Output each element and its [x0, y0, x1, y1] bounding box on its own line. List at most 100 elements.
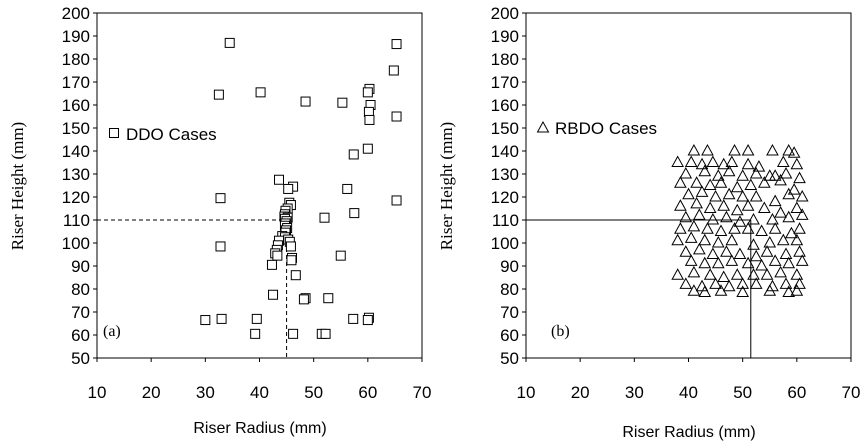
- data-point-triangle: [684, 155, 698, 167]
- y-tick-label: 80: [71, 280, 90, 299]
- data-point-triangle: [720, 245, 733, 257]
- data-point-triangle: [714, 176, 728, 188]
- data-point-triangle: [768, 194, 782, 207]
- y-tick-label: 170: [62, 73, 90, 92]
- data-point-triangle: [741, 143, 755, 156]
- panel-b-y-axis-title: Riser Height (mm): [437, 122, 456, 250]
- panel-b-legend-triangle-marker: [536, 120, 550, 133]
- data-point-triangle: [782, 143, 796, 156]
- data-point-triangle: [793, 222, 806, 234]
- data-point-triangle: [779, 166, 793, 179]
- data-point-triangle: [684, 231, 698, 243]
- data-point-triangle: [790, 157, 804, 170]
- data-point-square: [335, 250, 346, 261]
- data-point-square: [285, 241, 296, 252]
- y-tick-label: 130: [491, 165, 519, 184]
- data-point-square: [274, 174, 284, 185]
- data-point-triangle: [787, 146, 801, 158]
- x-tick-label: 60: [358, 383, 377, 402]
- y-tick-label: 60: [500, 326, 519, 345]
- data-point-triangle: [795, 189, 809, 202]
- data-point-triangle: [714, 284, 728, 296]
- data-point-square: [364, 114, 375, 125]
- data-point-triangle: [717, 199, 731, 211]
- data-point-triangle: [782, 285, 796, 297]
- y-tick-label: 150: [491, 119, 519, 138]
- data-point-triangle: [687, 284, 701, 296]
- data-point-square: [215, 193, 226, 204]
- data-point-square: [266, 259, 277, 270]
- data-point-triangle: [730, 180, 744, 193]
- panel-a-x-tick-labels: 10 20 30 40 50 60 70: [88, 383, 432, 402]
- data-point-triangle: [730, 203, 744, 216]
- data-point-square: [216, 313, 227, 324]
- y-tick-label: 90: [71, 257, 90, 276]
- x-tick-label: 10: [517, 383, 536, 402]
- data-point-square: [298, 294, 309, 305]
- y-tick-label: 70: [500, 303, 519, 322]
- data-point-square: [362, 143, 373, 154]
- data-point-triangle: [711, 235, 725, 248]
- x-tick-label: 30: [196, 383, 215, 402]
- x-tick-label: 30: [625, 383, 644, 402]
- data-point-triangle: [687, 219, 701, 232]
- data-point-triangle: [711, 256, 725, 269]
- panel-a-legend-label: DDO Cases: [126, 125, 217, 144]
- data-point-triangle: [790, 201, 804, 213]
- data-point-triangle: [768, 222, 782, 234]
- data-point-square: [319, 212, 330, 223]
- data-point-triangle: [782, 187, 796, 200]
- data-point-triangle: [747, 268, 760, 280]
- panel-b-tag: (b): [551, 323, 570, 340]
- panel-a-legend-square-marker: [109, 128, 119, 138]
- data-point-triangle: [684, 254, 698, 266]
- y-tick-label: 50: [71, 349, 90, 368]
- panel-a-tag: (a): [103, 323, 121, 340]
- data-point-triangle: [690, 176, 703, 188]
- y-tick-label: 140: [62, 142, 90, 161]
- data-point-triangle: [782, 210, 796, 223]
- y-tick-label: 140: [491, 142, 519, 161]
- data-point-triangle: [741, 199, 755, 211]
- data-point-square: [283, 183, 294, 194]
- data-point-triangle: [725, 155, 739, 167]
- data-point-triangle: [760, 268, 774, 280]
- y-tick-label: 100: [491, 234, 519, 253]
- data-point-triangle: [776, 233, 790, 246]
- data-point-triangle: [793, 277, 806, 289]
- panel-b-y-tick-labels: 50 60 70 80 90 100 110 120 130 140 150 160 170 180 190…: [491, 4, 519, 368]
- data-point-triangle: [760, 245, 774, 257]
- data-point-triangle: [744, 178, 758, 190]
- panel-b-data-points: [671, 143, 809, 297]
- data-point-triangle: [679, 166, 693, 179]
- data-point-triangle: [779, 247, 793, 259]
- data-point-triangle: [736, 285, 750, 297]
- data-point-triangle: [679, 210, 693, 223]
- data-point-triangle: [763, 169, 777, 181]
- x-tick-label: 40: [679, 383, 698, 402]
- data-point-square: [349, 208, 360, 219]
- data-point-triangle: [714, 224, 728, 236]
- panel-a-plot-area: [96, 12, 423, 359]
- data-point-triangle: [749, 189, 763, 202]
- data-point-triangle: [703, 201, 717, 213]
- data-point-triangle: [698, 285, 712, 297]
- data-point-triangle: [782, 256, 796, 269]
- data-point-square: [320, 328, 331, 339]
- y-tick-label: 130: [62, 165, 90, 184]
- y-tick-label: 120: [62, 188, 90, 207]
- data-point-triangle: [749, 277, 763, 289]
- panel-a-y-tick-labels: 50 60 70 80 90 100 110 120 130 140 150 160 170 180 190…: [62, 4, 90, 368]
- y-tick-label: 50: [500, 349, 519, 368]
- data-point-triangle: [722, 187, 736, 200]
- data-point-triangle: [706, 212, 720, 225]
- data-point-triangle: [793, 245, 806, 257]
- y-tick-label: 170: [491, 73, 519, 92]
- x-tick-label: 70: [413, 383, 432, 402]
- data-point-triangle: [749, 249, 763, 262]
- data-point-triangle: [698, 256, 712, 269]
- data-point-square: [255, 87, 266, 98]
- panel-b-legend: RBDO Cases: [536, 119, 657, 138]
- data-point-triangle: [671, 233, 685, 246]
- data-point-square: [224, 37, 235, 48]
